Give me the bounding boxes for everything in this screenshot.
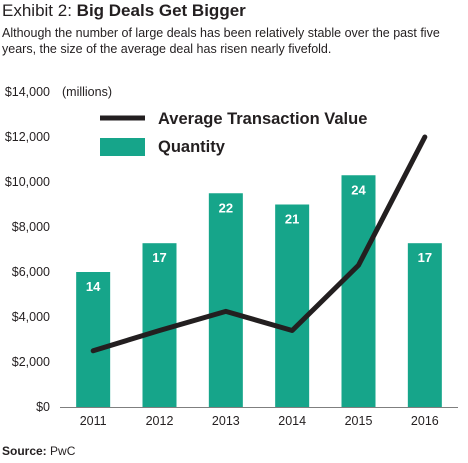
line-point <box>291 330 293 331</box>
bar-value-label: 24 <box>351 182 366 197</box>
chart-subtitle: Although the number of large deals has b… <box>2 26 440 56</box>
unit-label: (millions) <box>62 85 112 99</box>
y-tick-label: $12,000 <box>5 130 50 144</box>
bar <box>275 204 310 407</box>
bar-value-label: 17 <box>418 250 432 265</box>
line-point <box>92 350 94 352</box>
exhibit-label: Exhibit 2: <box>2 1 72 20</box>
x-tick-label: 2014 <box>278 414 306 428</box>
average-transaction-value-line <box>90 134 428 354</box>
source-label: Source: <box>2 444 47 458</box>
source-value: PwC <box>50 444 76 458</box>
y-tick-label: $6,000 <box>12 265 50 279</box>
y-tick-label: $4,000 <box>12 310 50 324</box>
line-series <box>90 134 428 354</box>
y-tick-label: $14,000 <box>5 85 50 99</box>
x-tick-label: 2015 <box>345 414 373 428</box>
line-point <box>159 330 160 331</box>
bar <box>407 243 442 407</box>
x-tick-label: 2013 <box>212 414 240 428</box>
y-tick-label: $0 <box>36 400 50 414</box>
x-tick-label: 2016 <box>411 414 439 428</box>
line-point <box>424 136 426 138</box>
source-note: Source: PwC <box>2 444 75 458</box>
y-tick-label: $2,000 <box>12 355 50 369</box>
line-point <box>225 310 227 312</box>
bar-value-label: 21 <box>285 212 299 227</box>
legend-line-label: Average Transaction Value <box>158 110 367 128</box>
bar-value-label: 17 <box>152 250 166 265</box>
y-tick-label: $10,000 <box>5 175 50 189</box>
bar <box>341 175 376 407</box>
legend: Average Transaction Value Quantity <box>100 110 367 156</box>
chart-title: Exhibit 2: Big Deals Get Bigger <box>2 1 246 21</box>
title-text: Big Deals Get Bigger <box>76 1 246 20</box>
y-tick-label: $8,000 <box>12 220 50 234</box>
x-axis: 2011 2012 2013 2014 2015 2016 <box>60 407 458 428</box>
bar <box>76 272 111 407</box>
y-axis: $0 $2,000 $4,000 $6,000 $8,000 $10,000 $12,000… <box>5 85 50 414</box>
bar-labels: 14 17 22 21 24 17 <box>86 182 432 294</box>
x-tick-label: 2011 <box>80 414 107 428</box>
bar-value-label: 22 <box>219 200 233 215</box>
line-point <box>358 264 359 266</box>
bar <box>208 193 243 407</box>
legend-bar-label: Quantity <box>158 138 226 156</box>
x-tick-label: 2012 <box>146 414 174 428</box>
bar-value-label: 14 <box>86 279 101 294</box>
legend-bar-swatch <box>100 138 145 156</box>
chart-area: $0 $2,000 $4,000 $6,000 $8,000 $10,000 $12,000… <box>5 85 458 428</box>
bar-series <box>76 175 442 407</box>
